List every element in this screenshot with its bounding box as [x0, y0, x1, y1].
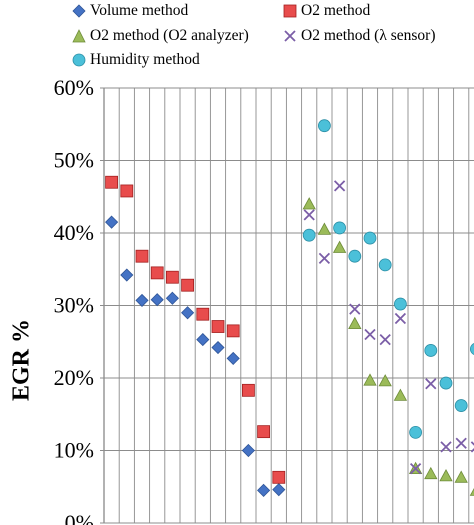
legend-label: Volume method: [90, 2, 189, 19]
triangle-marker-icon: [72, 29, 86, 43]
gridlines: [100, 87, 474, 524]
legend-label: O2 method (O2 analyzer): [90, 27, 249, 44]
data-point: [332, 240, 347, 253]
data-point: [105, 175, 118, 189]
data-point: [181, 278, 195, 292]
data-point: [241, 443, 255, 458]
data-point: [439, 469, 453, 482]
series-3: [303, 180, 474, 475]
data-point: [424, 344, 438, 357]
legend-item-lambda: O2 method (λ sensor): [283, 27, 436, 45]
data-point: [317, 222, 332, 235]
data-point: [424, 466, 438, 480]
data-point: [348, 249, 362, 263]
data-point: [196, 307, 210, 321]
legend-label: Humidity method: [90, 51, 200, 68]
y-tick-label: 10%: [54, 438, 94, 463]
data-point: [135, 249, 149, 263]
data-point: [470, 343, 474, 355]
data-point: [409, 462, 422, 475]
series-1: [105, 175, 286, 484]
data-point: [302, 197, 316, 210]
data-point: [393, 388, 408, 401]
data-point: [378, 258, 392, 272]
data-point: [211, 340, 225, 355]
data-point: [120, 268, 134, 282]
data-point: [150, 266, 164, 280]
data-point: [303, 209, 315, 221]
data-point: [393, 297, 407, 311]
legend-item-o2: O2 method: [283, 2, 370, 20]
data-point: [470, 441, 474, 453]
data-point: [135, 293, 149, 307]
y-tick-label: 20%: [54, 365, 94, 390]
data-point: [348, 316, 362, 330]
data-point: [349, 303, 361, 315]
y-tick-label: 60%: [54, 75, 94, 100]
y-tick-label: 0%: [65, 510, 94, 525]
data-point: [257, 483, 271, 497]
data-point: [257, 425, 271, 439]
data-point: [364, 328, 376, 341]
data-point: [379, 333, 391, 346]
legend-item-humidity: Humidity method: [72, 51, 200, 69]
data-point: [333, 221, 347, 235]
data-point: [317, 119, 331, 133]
diamond-marker-icon: [72, 4, 86, 18]
y-tick-label: 50%: [54, 148, 94, 173]
data-point: [272, 470, 286, 484]
legend: Volume method O2 method O2 method (O2 an…: [0, 0, 474, 72]
y-axis-label: EGR %: [8, 318, 35, 402]
data-point: [150, 293, 164, 307]
y-axis-title: EGR %: [2, 300, 42, 420]
series-2: [302, 197, 474, 496]
legend-item-volume: Volume method: [72, 2, 188, 20]
data-marks: [105, 119, 474, 497]
legend-item-o2-analyzer: O2 method (O2 analyzer): [72, 27, 249, 45]
data-point: [226, 324, 240, 338]
data-point: [318, 252, 331, 265]
data-point: [333, 180, 346, 192]
data-point: [120, 184, 134, 198]
data-point: [226, 351, 240, 365]
data-point: [440, 441, 452, 453]
legend-label: O2 method (λ sensor): [301, 27, 436, 44]
series-4: [302, 119, 474, 439]
data-point: [165, 291, 179, 305]
data-point: [241, 383, 255, 397]
y-tick-labels: 0% 10% 20% 30% 40% 50% 60%: [54, 75, 94, 525]
data-point: [272, 483, 286, 497]
data-point: [439, 376, 453, 390]
data-point: [196, 333, 210, 347]
circle-marker-icon: [72, 53, 86, 67]
data-point: [302, 228, 316, 242]
data-point: [378, 374, 392, 387]
y-tick-label: 40%: [54, 220, 94, 245]
data-point: [181, 306, 195, 320]
x-marker-icon: [283, 29, 297, 43]
square-marker-icon: [283, 4, 297, 18]
data-point: [409, 425, 423, 439]
data-point: [454, 470, 468, 483]
data-point: [394, 312, 407, 325]
series-0: [105, 215, 286, 497]
data-point: [363, 373, 377, 386]
data-point: [425, 378, 437, 390]
data-point: [105, 215, 119, 229]
data-point: [455, 437, 467, 449]
data-point: [363, 231, 377, 245]
data-point: [469, 487, 474, 496]
legend-label: O2 method: [301, 2, 371, 19]
data-point: [165, 270, 179, 284]
data-point: [211, 320, 225, 333]
data-point: [454, 399, 468, 412]
y-tick-label: 30%: [54, 293, 94, 318]
